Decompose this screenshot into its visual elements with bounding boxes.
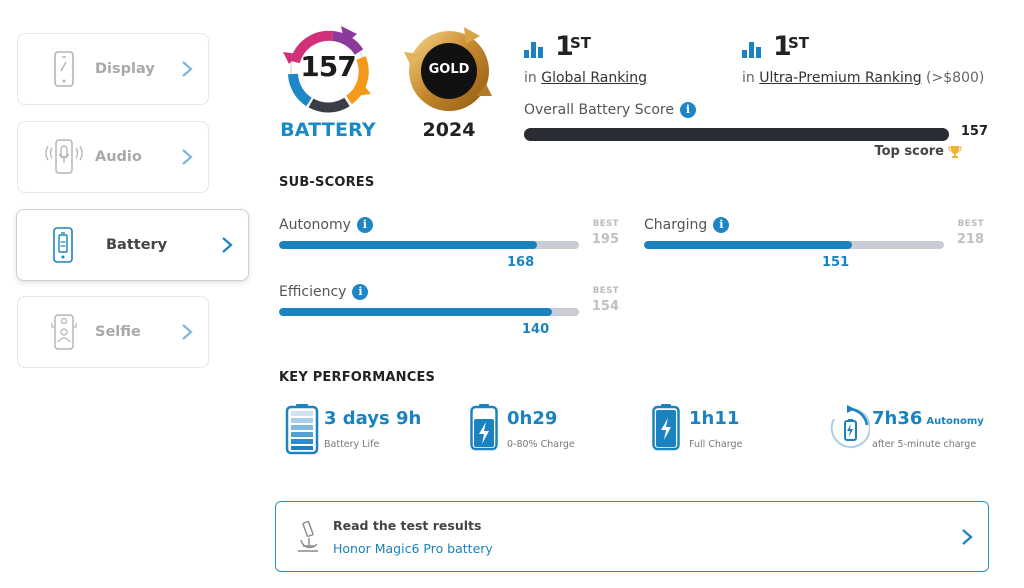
sidebar-item-display[interactable]: Display xyxy=(17,33,209,105)
score-badge-ring-icon xyxy=(283,26,371,113)
quick-charge-icon xyxy=(830,405,870,448)
bar-chart-icon xyxy=(524,42,543,58)
global-ranking-link[interactable]: Global Ranking xyxy=(541,70,647,86)
sub-score-charging: Charging i BEST 218 151 xyxy=(644,217,984,279)
sidebar-item-label: Display xyxy=(95,61,155,77)
key-performance-caption: Full Charge xyxy=(689,439,743,450)
key-performances-title: KEY PERFORMANCES xyxy=(279,370,436,385)
rank-number: 1 xyxy=(773,31,792,62)
bar-chart-icon xyxy=(742,42,761,58)
key-performance-value: 3 days 9h xyxy=(324,408,422,429)
sub-score-value: 168 xyxy=(507,255,535,270)
sub-scores-title: SUB-SCORES xyxy=(279,175,375,190)
best-label: BEST xyxy=(592,286,619,296)
sub-score-bar xyxy=(279,308,579,316)
sub-score-fill xyxy=(279,308,552,316)
sub-score-bar xyxy=(644,241,944,249)
sub-score-bar xyxy=(279,241,579,249)
chevron-right-icon xyxy=(962,529,973,545)
rank-number: 1 xyxy=(555,31,574,62)
battery-life-icon xyxy=(285,404,319,455)
score-value: 157 xyxy=(300,50,356,83)
test-results-card[interactable]: Read the test results Honor Magic6 Pro b… xyxy=(275,501,989,572)
award-year: 2024 xyxy=(422,119,476,141)
best-value: 195 xyxy=(591,232,619,247)
selfie-camera-icon xyxy=(44,312,84,352)
microscope-icon xyxy=(298,520,318,552)
chevron-right-icon xyxy=(180,147,194,167)
sub-score-autonomy: Autonomy i BEST 195 168 xyxy=(279,217,619,279)
test-results-title: Read the test results xyxy=(333,518,482,533)
info-icon[interactable]: i xyxy=(356,217,373,233)
rank-caption: in Global Ranking xyxy=(524,70,647,86)
sidebar-item-battery[interactable]: Battery xyxy=(16,209,249,281)
top-score-badge: Top score xyxy=(840,144,962,159)
best-value: 218 xyxy=(956,232,984,247)
info-icon[interactable]: i xyxy=(352,284,369,300)
sub-score-label: Autonomy i xyxy=(279,217,373,233)
award-label: GOLD xyxy=(428,62,470,77)
overall-score-value: 157 xyxy=(960,124,988,139)
phone-icon xyxy=(44,49,84,89)
sub-score-fill xyxy=(279,241,537,249)
key-performance-value: 1h11 xyxy=(689,408,740,429)
key-performance-caption: 0-80% Charge xyxy=(507,439,575,450)
chevron-right-icon xyxy=(220,235,234,255)
best-label: BEST xyxy=(592,219,619,229)
best-label: BEST xyxy=(957,219,984,229)
rank-suffix: ST xyxy=(570,34,592,52)
sub-score-label: Efficiency i xyxy=(279,284,369,300)
rank-suffix: ST xyxy=(788,34,810,52)
sub-score-label: Charging i xyxy=(644,217,730,233)
key-performance-caption: after 5-minute charge xyxy=(872,439,977,450)
battery-full-charge-icon xyxy=(652,404,680,451)
info-icon[interactable]: i xyxy=(713,217,730,233)
microphone-icon xyxy=(44,137,84,177)
overall-score-bar xyxy=(524,128,949,141)
sub-score-value: 140 xyxy=(522,322,550,337)
key-performance-value: 0h29 xyxy=(507,408,558,429)
test-results-link[interactable]: Honor Magic6 Pro battery xyxy=(333,541,493,556)
info-icon[interactable]: i xyxy=(679,102,696,118)
best-value: 154 xyxy=(591,299,619,314)
battery-icon xyxy=(43,225,83,265)
sidebar-item-label: Audio xyxy=(95,149,142,165)
rank-caption: in Ultra-Premium Ranking (>$800) xyxy=(742,70,985,86)
key-performance-value: 7h36 Autonomy xyxy=(872,408,984,429)
sidebar-item-label: Selfie xyxy=(95,324,141,340)
sub-score-efficiency: Efficiency i BEST 154 140 xyxy=(279,284,619,346)
gold-label-badge-icon xyxy=(404,27,492,111)
sidebar-item-label: Battery xyxy=(106,237,168,253)
sidebar-item-selfie[interactable]: Selfie xyxy=(17,296,209,368)
category-label: BATTERY xyxy=(280,119,376,141)
battery-charge-icon xyxy=(470,404,498,451)
chevron-right-icon xyxy=(180,59,194,79)
overall-score-label: Overall Battery Score i xyxy=(524,102,696,118)
trophy-icon xyxy=(948,145,962,158)
sub-score-value: 151 xyxy=(822,255,850,270)
sub-score-fill xyxy=(644,241,852,249)
key-performance-tag: Autonomy xyxy=(926,416,984,427)
ultra-premium-ranking-link[interactable]: Ultra-Premium Ranking xyxy=(759,70,922,86)
sidebar-item-audio[interactable]: Audio xyxy=(17,121,209,193)
chevron-right-icon xyxy=(180,322,194,342)
key-performance-caption: Battery Life xyxy=(324,439,380,450)
